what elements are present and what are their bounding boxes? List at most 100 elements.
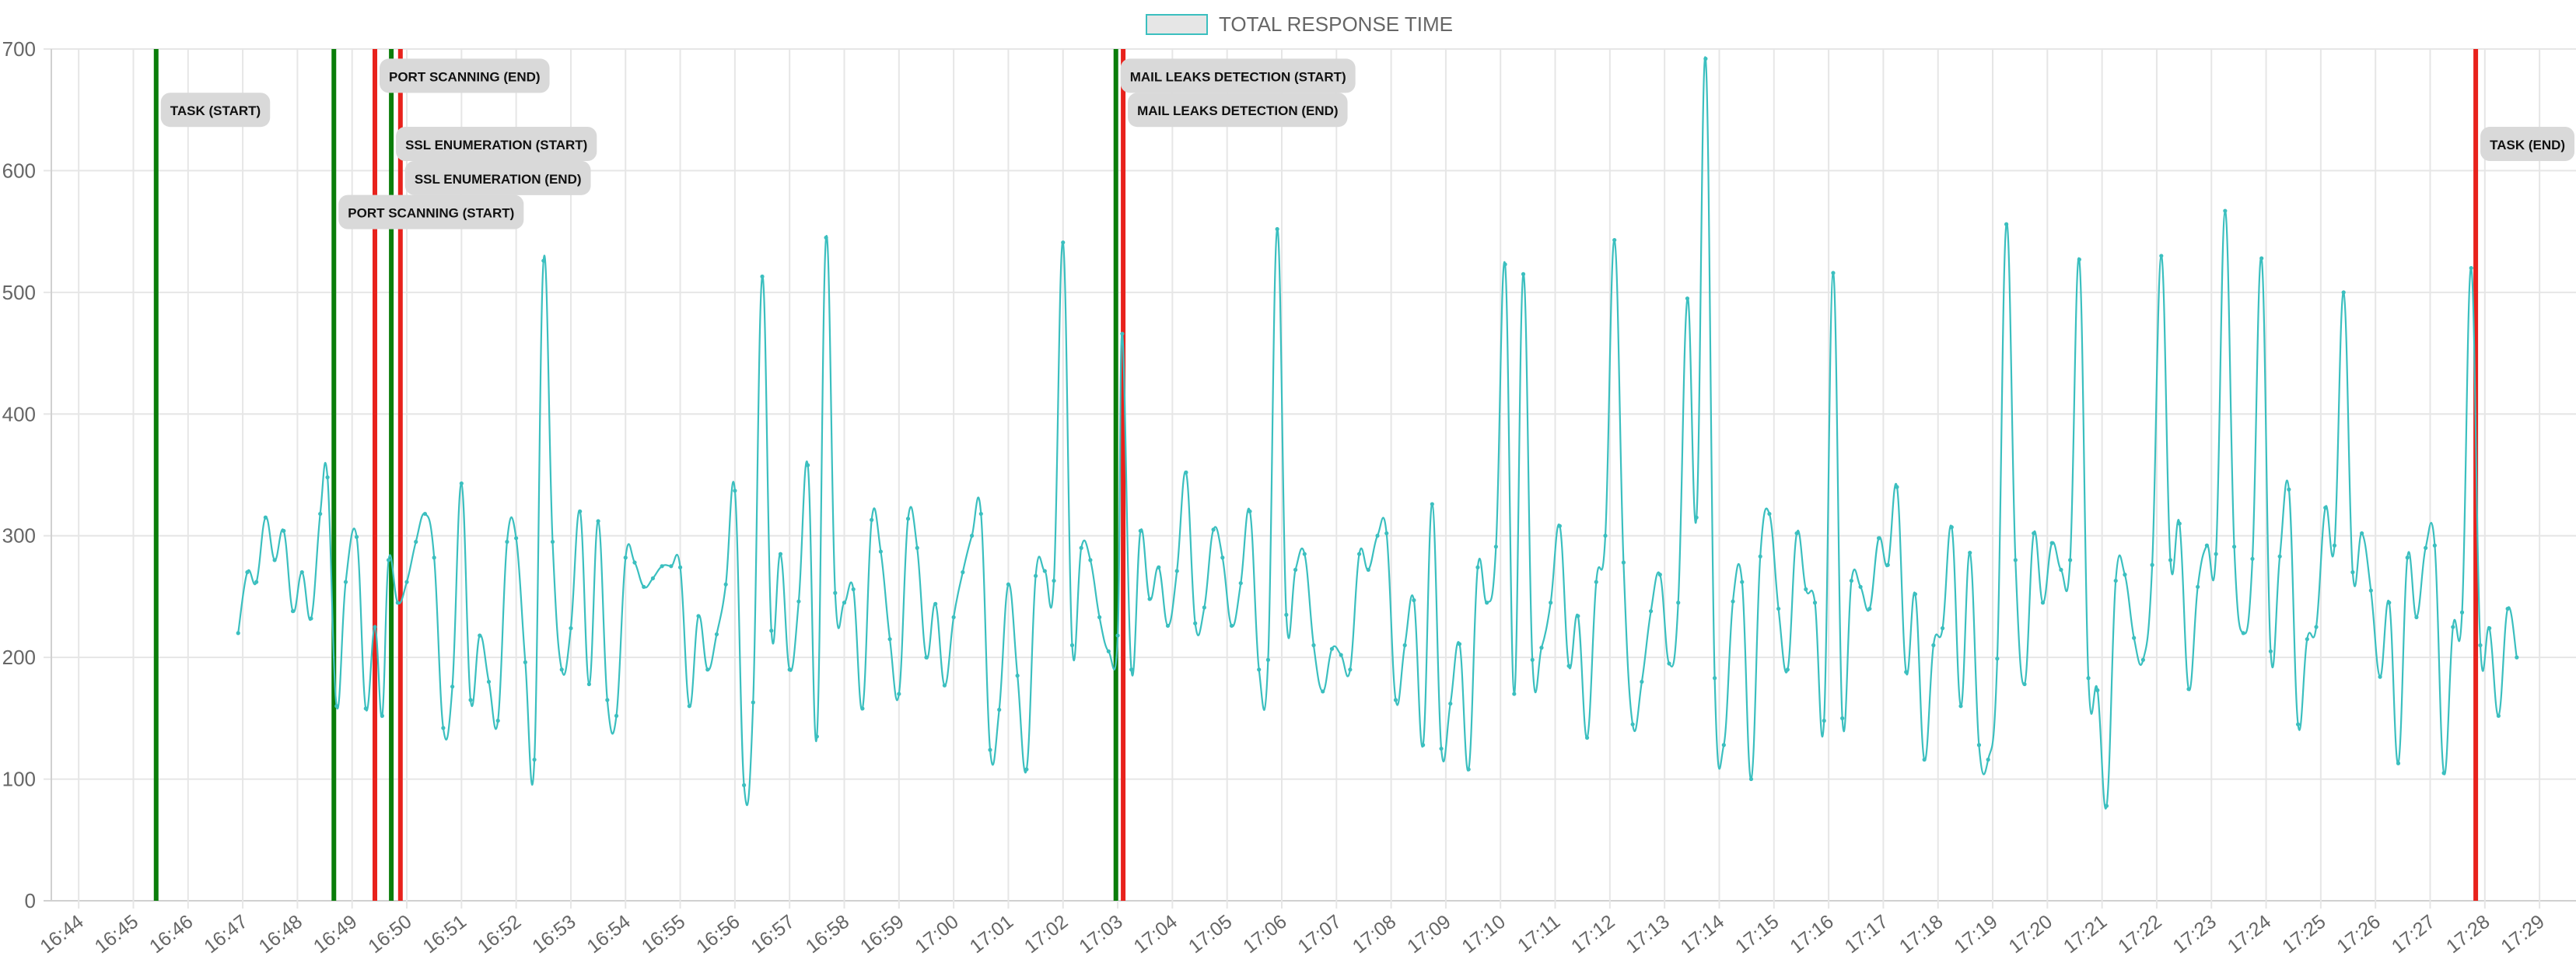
marker-label-start: TASK (START): [160, 93, 271, 128]
data-point: [933, 601, 938, 606]
data-point: [2231, 545, 2237, 549]
data-point: [860, 706, 865, 711]
x-tick-label: 16:59: [856, 911, 908, 958]
data-point: [2177, 521, 2182, 526]
data-point: [2350, 570, 2355, 575]
x-tick-label: 17:08: [1349, 911, 1401, 958]
data-point: [1348, 667, 1353, 672]
data-point: [334, 704, 339, 709]
data-point: [2214, 552, 2218, 556]
data-point: [1785, 667, 1790, 672]
data-point: [1339, 653, 1343, 657]
data-point: [441, 726, 446, 730]
data-point: [1393, 698, 1398, 702]
data-point: [1238, 581, 1243, 586]
data-point: [343, 580, 348, 584]
x-tick-label: 17:17: [1841, 911, 1893, 958]
data-point: [1667, 661, 1671, 666]
data-point: [386, 558, 391, 562]
x-tick-label: 17:01: [966, 911, 1018, 958]
x-tick-label: 17:23: [2168, 911, 2221, 958]
data-point: [677, 565, 683, 569]
x-tick-label: 16:52: [474, 911, 526, 958]
data-point: [1024, 767, 1029, 772]
data-point: [733, 489, 737, 493]
data-point: [363, 706, 368, 711]
data-point: [1430, 502, 1434, 506]
data-point: [2104, 804, 2109, 808]
data-point: [318, 511, 323, 517]
marker-label-text: TASK (START): [170, 103, 261, 118]
data-point: [1858, 584, 1863, 590]
data-point: [1867, 606, 1872, 611]
data-point: [1968, 551, 1972, 555]
data-point: [1776, 606, 1781, 611]
data-point: [1211, 527, 1216, 532]
data-point: [1904, 670, 1909, 674]
data-point: [760, 274, 765, 279]
data-point: [669, 564, 674, 569]
x-tick-label: 17:02: [1020, 911, 1073, 958]
data-point: [1621, 560, 1626, 565]
x-tick-label: 17:00: [911, 911, 963, 958]
x-tick-label: 16:53: [528, 911, 580, 958]
data-point: [2277, 554, 2282, 559]
data-point: [2469, 265, 2473, 271]
data-point: [978, 511, 983, 517]
data-point: [282, 528, 286, 534]
data-point: [1311, 643, 1316, 648]
marker-label-box: [1128, 93, 1348, 128]
data-point: [404, 580, 409, 584]
legend-label[interactable]: TOTAL RESPONSE TIME: [1219, 12, 1453, 36]
x-tick-label: 16:54: [583, 911, 635, 958]
data-point: [2396, 761, 2401, 765]
data-point: [2032, 531, 2036, 536]
x-tick-label: 17:20: [2004, 911, 2056, 958]
x-tick-label: 17:09: [1403, 911, 1455, 958]
data-point: [550, 539, 555, 545]
data-point: [1694, 515, 1699, 520]
data-point: [1193, 621, 1198, 625]
data-point: [2204, 543, 2210, 548]
data-point: [1603, 534, 1608, 538]
data-point: [2268, 649, 2273, 653]
data-point: [2414, 615, 2419, 620]
data-point: [2259, 256, 2264, 261]
data-point: [1147, 597, 1152, 601]
data-point: [2241, 631, 2245, 636]
legend[interactable]: TOTAL RESPONSE TIME: [1146, 12, 1453, 36]
legend-swatch[interactable]: [1146, 14, 1208, 35]
data-point: [1512, 692, 1517, 696]
x-tick-label: 16:51: [418, 911, 471, 958]
marker-label-start: SSL ENUMERATION (START): [396, 127, 597, 162]
data-point: [1713, 676, 1717, 681]
data-point: [1069, 643, 1075, 648]
data-point: [951, 615, 956, 620]
x-tick-label: 17:06: [1239, 911, 1291, 958]
data-point: [1220, 555, 1225, 560]
data-point: [1174, 569, 1179, 573]
data-point: [2451, 625, 2455, 629]
data-point: [787, 667, 792, 672]
x-tick-label: 17:04: [1130, 911, 1182, 958]
data-point: [769, 629, 774, 633]
data-point: [532, 757, 537, 762]
marker-label-end: SSL ENUMERATION (END): [404, 160, 591, 195]
data-point: [432, 555, 436, 560]
data-point: [1439, 746, 1444, 751]
data-point: [2113, 578, 2118, 583]
data-point: [642, 584, 646, 590]
x-tick-label: 17:26: [2333, 911, 2385, 958]
data-point: [236, 631, 240, 636]
data-point: [2077, 257, 2081, 262]
data-point: [1931, 643, 1936, 648]
event-markers: [153, 49, 2479, 901]
x-tick-label: 17:28: [2442, 911, 2494, 958]
data-point: [1576, 614, 1580, 618]
marker-label-box: [380, 58, 550, 93]
y-tick-label: 700: [2, 37, 36, 61]
data-point: [1120, 331, 1125, 336]
data-point: [1165, 623, 1171, 629]
data-point: [1976, 743, 1982, 748]
data-point: [814, 734, 819, 739]
